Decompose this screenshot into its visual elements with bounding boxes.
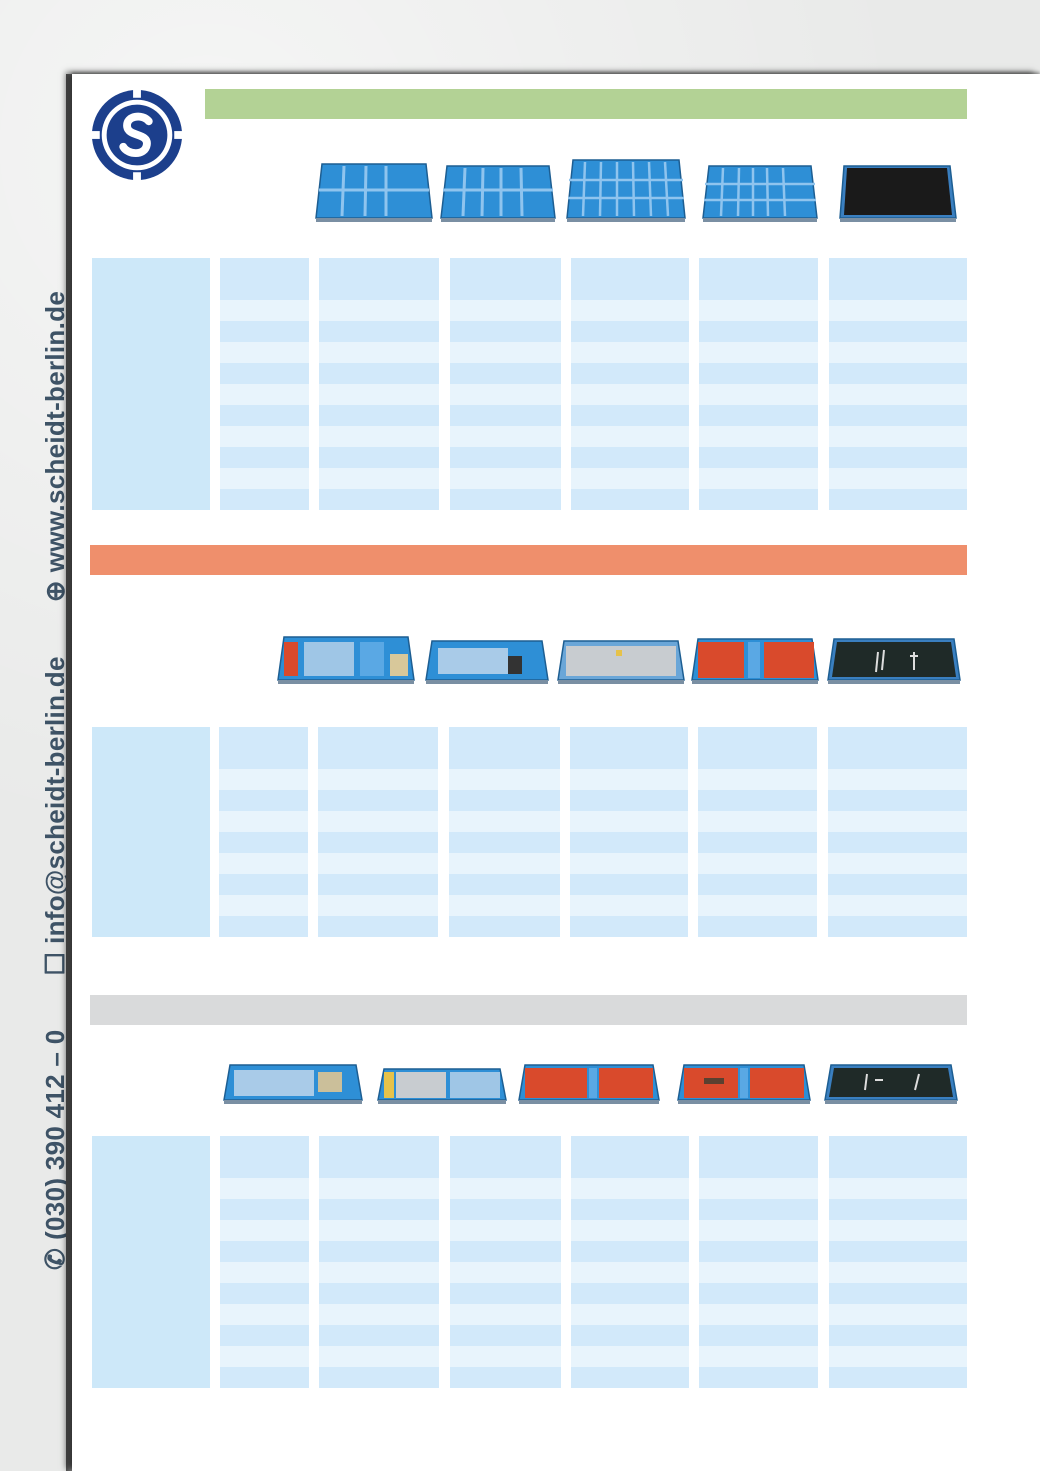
table-label-column: [92, 258, 210, 510]
table-column: [319, 1136, 439, 1388]
table-column: [219, 727, 308, 937]
tray-image: [702, 165, 818, 222]
table-column: [450, 258, 561, 510]
table-column: [829, 258, 967, 510]
table-column: [450, 1136, 561, 1388]
table-column: [699, 1136, 818, 1388]
tray-image: [827, 638, 961, 684]
tray-image: [315, 163, 433, 222]
tray-image: [691, 638, 819, 684]
table-column: [220, 258, 309, 510]
tray-image: [440, 165, 556, 222]
contact-strip: ✆ (030) 390 412 – 0 ☐ info@scheidt-berli…: [0, 0, 70, 1471]
tray-image: [518, 1064, 660, 1104]
tray-image: [557, 640, 685, 684]
tray-image: [425, 640, 549, 684]
table-column: [828, 727, 967, 937]
table-column: [220, 1136, 309, 1388]
tray-image: [839, 165, 957, 222]
table-column: [571, 258, 689, 510]
table-label-column: [92, 1136, 210, 1388]
scheidt-s-logo: [89, 87, 185, 183]
tray-image: [277, 636, 415, 684]
section-2-band: [90, 545, 967, 575]
table-column: [319, 258, 439, 510]
table-column: [449, 727, 560, 937]
section-3-band: [90, 995, 967, 1025]
table-column: [318, 727, 438, 937]
section-2-table: [92, 727, 967, 937]
table-column: [570, 727, 688, 937]
section-1-table: [92, 258, 967, 510]
tray-image: [824, 1064, 958, 1104]
sheet-edge: [66, 74, 74, 1471]
table-label-column: [92, 727, 210, 937]
table-column: [571, 1136, 689, 1388]
table-column: [698, 727, 817, 937]
section-1-band: [205, 89, 967, 119]
tray-image: [677, 1064, 811, 1104]
tray-image: [223, 1064, 363, 1104]
table-column: [699, 258, 818, 510]
tray-image: [566, 159, 686, 222]
tray-image: [377, 1068, 507, 1104]
table-column: [829, 1136, 967, 1388]
section-3-table: [92, 1136, 967, 1388]
